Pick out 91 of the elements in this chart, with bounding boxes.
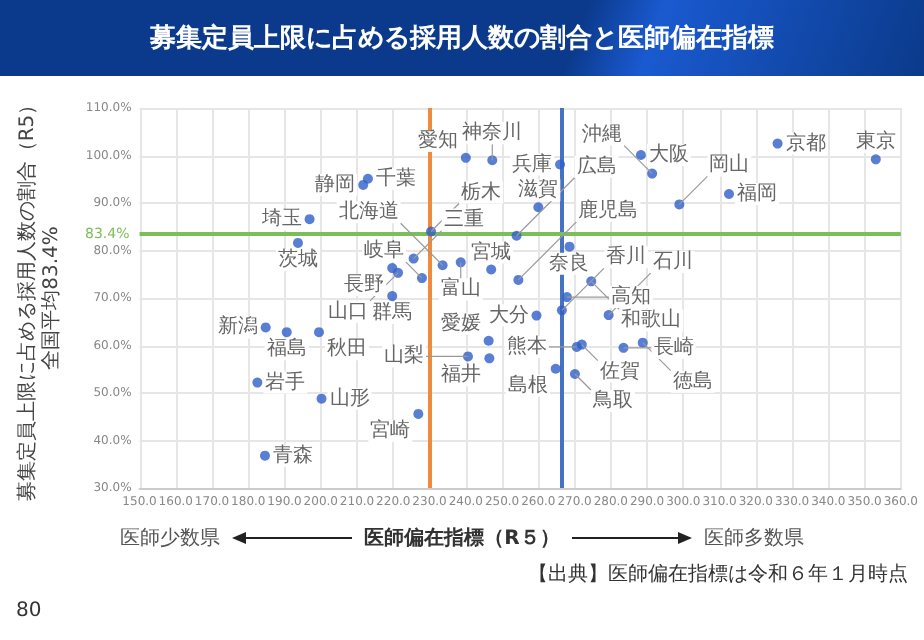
annotation: 大阪: [648, 142, 689, 167]
annotation: 岡山: [709, 152, 750, 177]
point: [870, 154, 881, 165]
annotation: 北海道: [338, 199, 399, 224]
y-axis-title: 募集定員上限に占める採用人数の割合（R5）全国平均83.4%: [15, 94, 63, 502]
annotation: 滋賀: [518, 177, 559, 202]
point: [426, 226, 437, 237]
annotation: 東京: [855, 129, 896, 154]
annotation: 山口: [328, 298, 369, 323]
point: [252, 377, 263, 388]
annotation: 石川: [652, 249, 693, 274]
point: [487, 155, 498, 166]
annotation: 岐阜: [363, 238, 404, 263]
annotation: 山形: [329, 385, 370, 410]
point: [555, 159, 566, 170]
annotation: 宮崎: [370, 417, 411, 442]
annotation: 鹿児島: [578, 197, 639, 222]
annotation: 秋田: [327, 336, 367, 361]
point: [304, 214, 315, 225]
point: [314, 327, 324, 338]
chart-title: 募集定員上限に占める採用人数の割合と医師偏在指標: [150, 21, 774, 56]
annotation: 香川: [605, 244, 646, 269]
point: [387, 291, 398, 302]
annotation: 埼玉: [259, 206, 302, 231]
annotation: 山梨: [383, 343, 424, 368]
annotation: 神奈川: [462, 120, 523, 145]
annotation: 宮城: [471, 239, 512, 264]
point: [513, 274, 524, 285]
point: [455, 257, 466, 268]
annotation: 愛媛: [440, 310, 481, 335]
annotation: 三重: [443, 206, 484, 231]
point: [292, 237, 303, 248]
annotation: 広島: [576, 153, 617, 178]
text: 医師多数県: [703, 526, 804, 552]
annotation: 兵庫: [512, 151, 553, 176]
point: [637, 337, 648, 348]
annotation: 岩手: [265, 369, 306, 394]
point: [564, 241, 575, 252]
point: [416, 273, 427, 284]
point: [772, 138, 783, 149]
point: [724, 188, 734, 199]
point: [358, 179, 369, 190]
point: [393, 267, 404, 278]
point: [463, 351, 473, 362]
annotation: 京都: [785, 130, 826, 155]
point: [260, 322, 271, 333]
point: [259, 450, 270, 461]
text: 80: [16, 600, 42, 622]
point: [511, 230, 522, 241]
point: [437, 260, 448, 271]
point: [550, 363, 561, 374]
annotation: 福岡: [736, 180, 777, 205]
text: 【出典】医師偏在指標は令和６年１月時点: [528, 561, 908, 588]
point: [569, 369, 580, 379]
point: [316, 393, 327, 404]
annotation: 佐賀: [599, 358, 640, 383]
annotation: 福島: [266, 336, 307, 361]
annotation: 沖縄: [582, 121, 623, 146]
annotation: 茨城: [277, 246, 318, 271]
point: [674, 199, 685, 210]
annotation: 群馬: [372, 300, 413, 325]
annotation: 新潟: [217, 314, 258, 339]
annotation: 千葉: [375, 165, 416, 190]
annotation: 鳥取: [590, 388, 633, 412]
annotation: 静岡: [315, 171, 356, 196]
point: [486, 264, 497, 275]
annotation: 和歌山: [621, 307, 682, 332]
annotation: 徳島: [672, 368, 713, 393]
annotation: 愛知: [417, 127, 458, 152]
annotation: 福井: [441, 362, 482, 387]
point: [533, 202, 544, 213]
point: [460, 152, 471, 163]
point: [483, 335, 494, 346]
point: [413, 408, 424, 419]
annotation: 奈良: [549, 250, 590, 275]
x-axis-title: 医師偏在指標（R５）: [364, 525, 560, 552]
annotation: 長野: [344, 274, 385, 297]
annotation: 島根: [507, 372, 548, 397]
annotation: 青森: [272, 442, 313, 467]
annotation: 長崎: [653, 334, 694, 359]
annotation: 大分: [488, 302, 529, 327]
point: [531, 310, 542, 321]
point: [556, 305, 567, 316]
annotation: 富山: [440, 276, 481, 301]
text: 医師少数県: [120, 525, 221, 552]
point: [635, 150, 646, 161]
annotation: 高知: [610, 284, 651, 309]
point: [484, 353, 495, 364]
annotation: 栃木: [461, 179, 502, 204]
annotation: 熊本: [506, 333, 547, 358]
point: [603, 310, 614, 321]
